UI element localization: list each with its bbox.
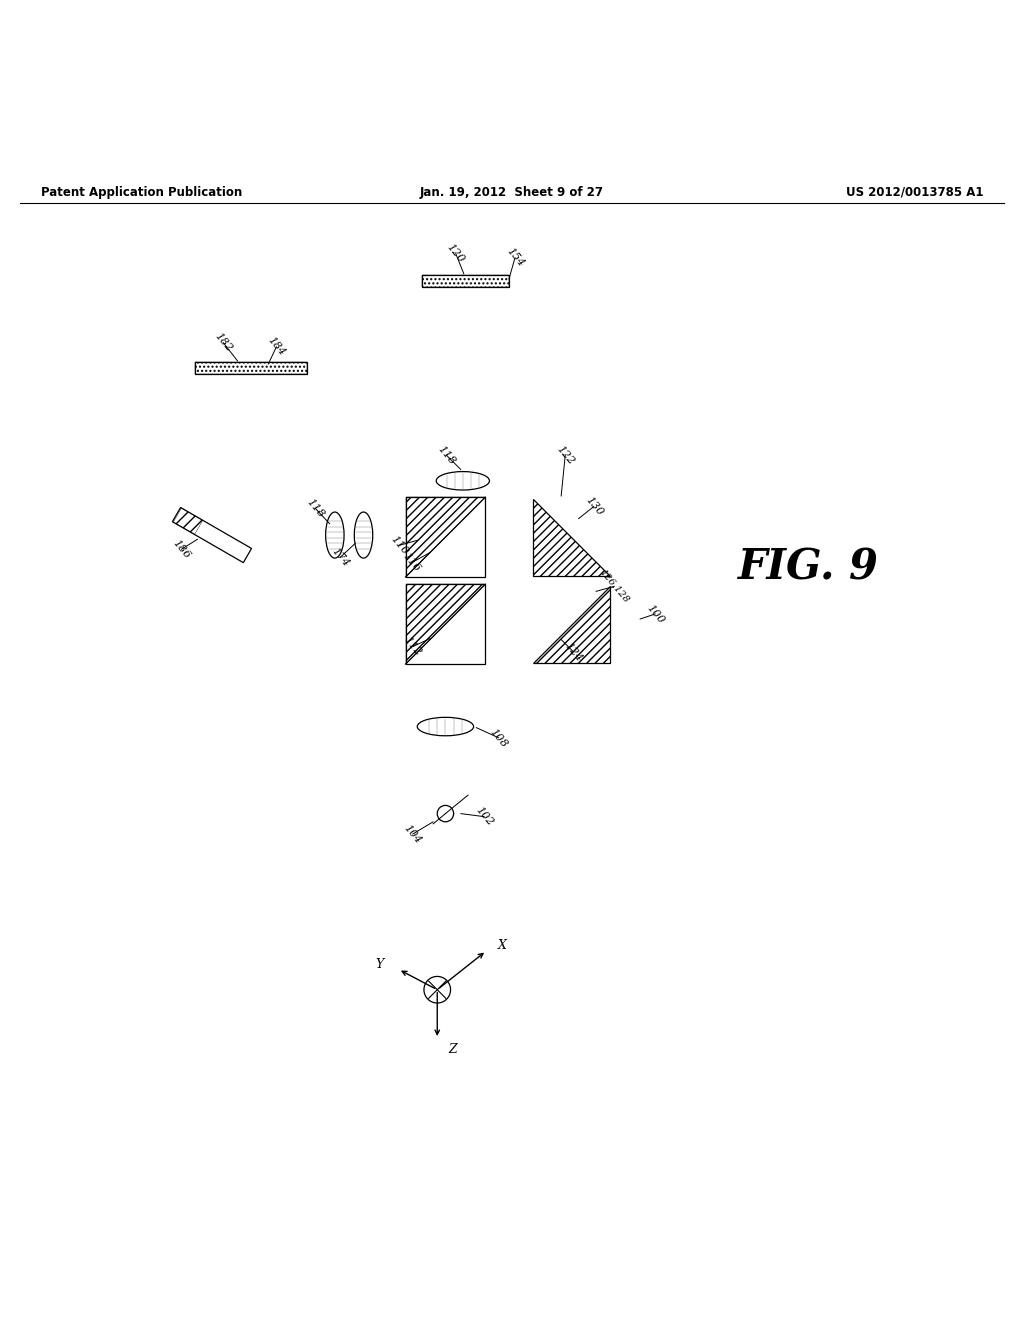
Text: 124: 124 <box>563 640 584 663</box>
Text: Jan. 19, 2012  Sheet 9 of 27: Jan. 19, 2012 Sheet 9 of 27 <box>420 186 604 198</box>
Text: 110: 110 <box>389 533 410 557</box>
Text: FIG. 9: FIG. 9 <box>738 546 880 589</box>
Text: 104: 104 <box>402 822 423 846</box>
Text: Patent Application Publication: Patent Application Publication <box>41 186 243 198</box>
Bar <box>423 275 510 288</box>
Text: 126,128: 126,128 <box>598 568 631 605</box>
Text: US 2012/0013785 A1: US 2012/0013785 A1 <box>846 186 983 198</box>
Text: 130: 130 <box>584 495 604 517</box>
Text: 100: 100 <box>645 602 666 626</box>
Text: 102: 102 <box>474 805 495 828</box>
Text: X: X <box>498 940 506 952</box>
Text: Y: Y <box>376 957 384 970</box>
Bar <box>195 362 307 375</box>
Text: 182: 182 <box>213 331 233 354</box>
Text: Z: Z <box>449 1043 457 1056</box>
Text: 118: 118 <box>436 444 457 466</box>
FancyBboxPatch shape <box>423 275 510 288</box>
Bar <box>172 507 252 562</box>
Bar <box>173 508 203 535</box>
Text: 116: 116 <box>401 552 422 574</box>
Text: 120: 120 <box>445 242 466 265</box>
Text: 112: 112 <box>402 635 423 659</box>
Text: 118: 118 <box>305 498 326 520</box>
Text: 184: 184 <box>266 335 287 358</box>
Text: 122: 122 <box>555 444 575 466</box>
Text: 186: 186 <box>171 539 191 561</box>
Text: 108: 108 <box>488 726 509 750</box>
FancyBboxPatch shape <box>195 362 307 375</box>
Text: 174: 174 <box>330 546 350 569</box>
Text: 154: 154 <box>505 246 525 269</box>
